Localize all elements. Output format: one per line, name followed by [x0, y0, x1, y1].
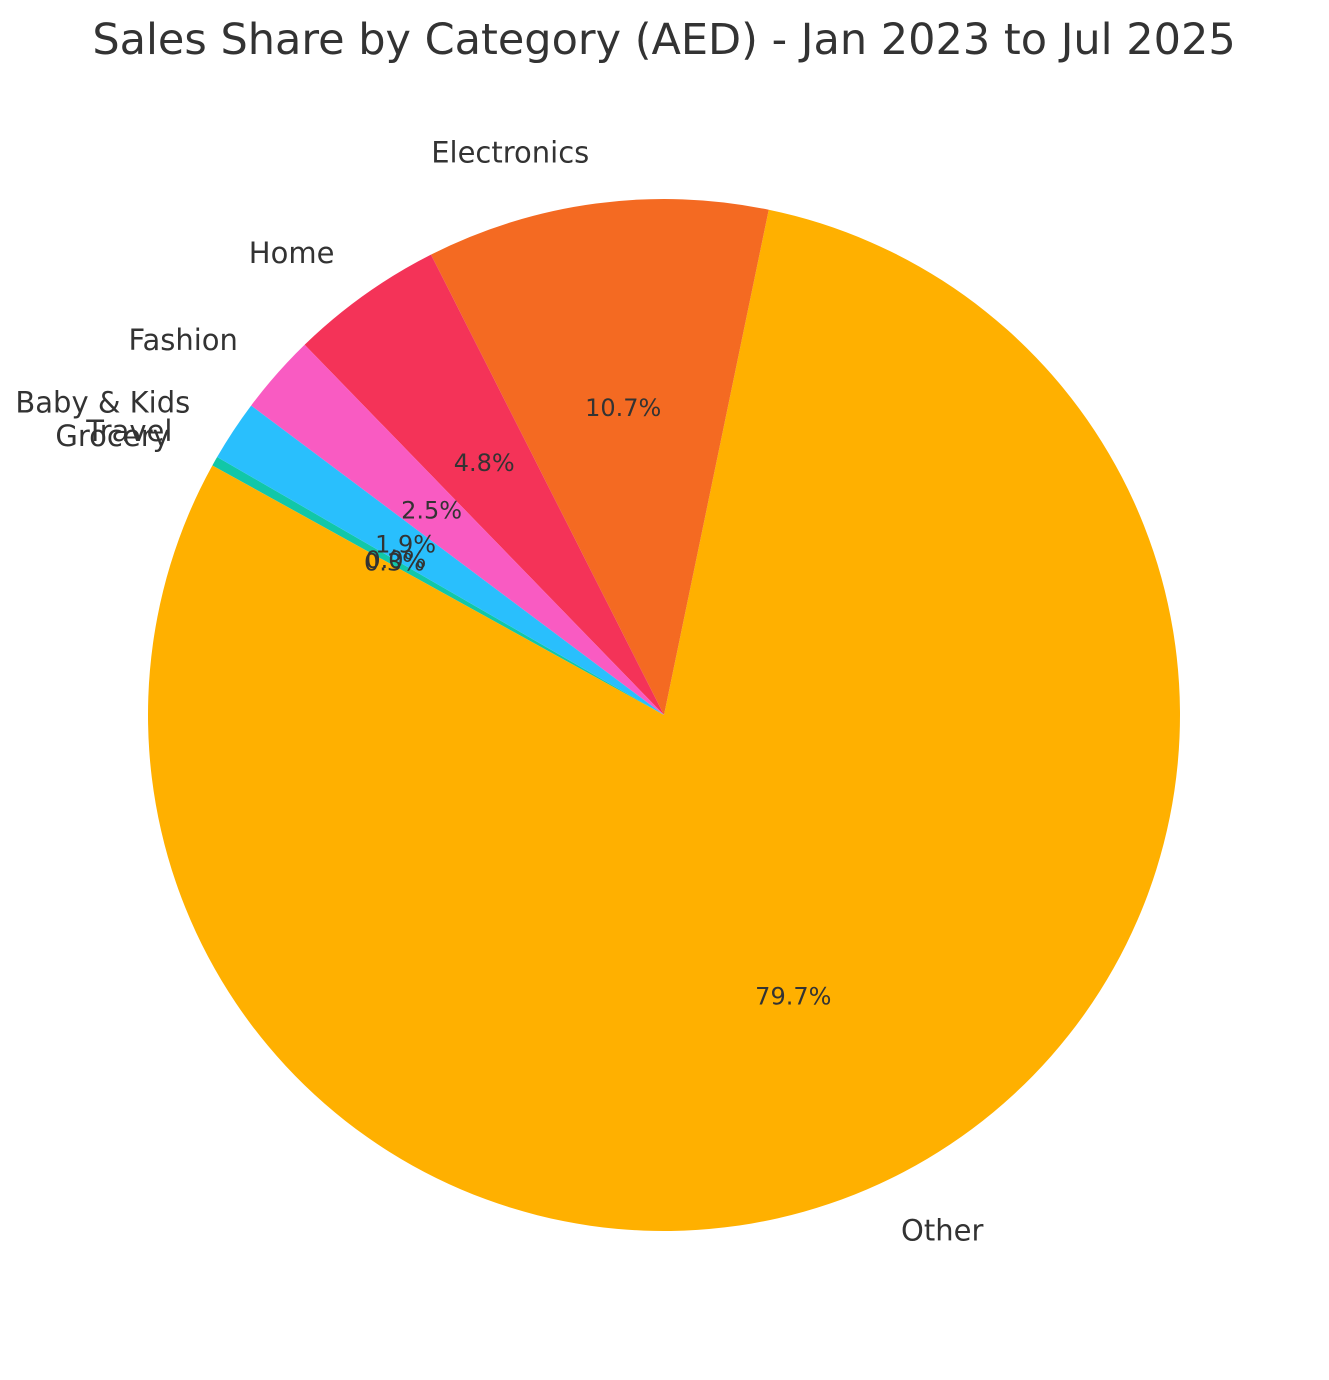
pct-label-electronics: 10.7%	[585, 394, 661, 422]
category-label-grocery: Grocery	[55, 419, 169, 453]
chart-title: Sales Share by Category (AED) - Jan 2023…	[92, 15, 1235, 65]
pie-slice-other	[148, 209, 1181, 1231]
category-label-other: Other	[901, 1214, 983, 1248]
category-label-travel: Travel	[85, 414, 172, 448]
category-label-fashion: Fashion	[128, 323, 237, 357]
pct-label-other: 79.7%	[755, 982, 831, 1010]
pct-label-grocery: 0.3%	[364, 549, 425, 577]
pie-slice-home	[304, 254, 664, 715]
pct-label-travel: 0.0%	[365, 546, 426, 574]
category-label-baby-kids: Baby & Kids	[15, 385, 190, 419]
pie-slice-fashion	[251, 344, 664, 715]
pie-slice-grocery	[212, 457, 664, 715]
pie-slice-baby-kids	[217, 405, 664, 715]
percentage-labels: 0.0%0.3% 79.7% 10.7% 4.8% 2.5% 1.9%	[364, 394, 831, 1010]
pie-slice-electronics	[430, 198, 769, 716]
pct-label-baby-kids: 1.9%	[375, 530, 436, 558]
category-label-electronics: Electronics	[431, 135, 589, 169]
pie-slices	[148, 198, 1181, 1231]
category-label-home: Home	[249, 236, 335, 270]
pct-label-fashion: 2.5%	[401, 496, 462, 524]
pct-label-home: 4.8%	[454, 449, 515, 477]
